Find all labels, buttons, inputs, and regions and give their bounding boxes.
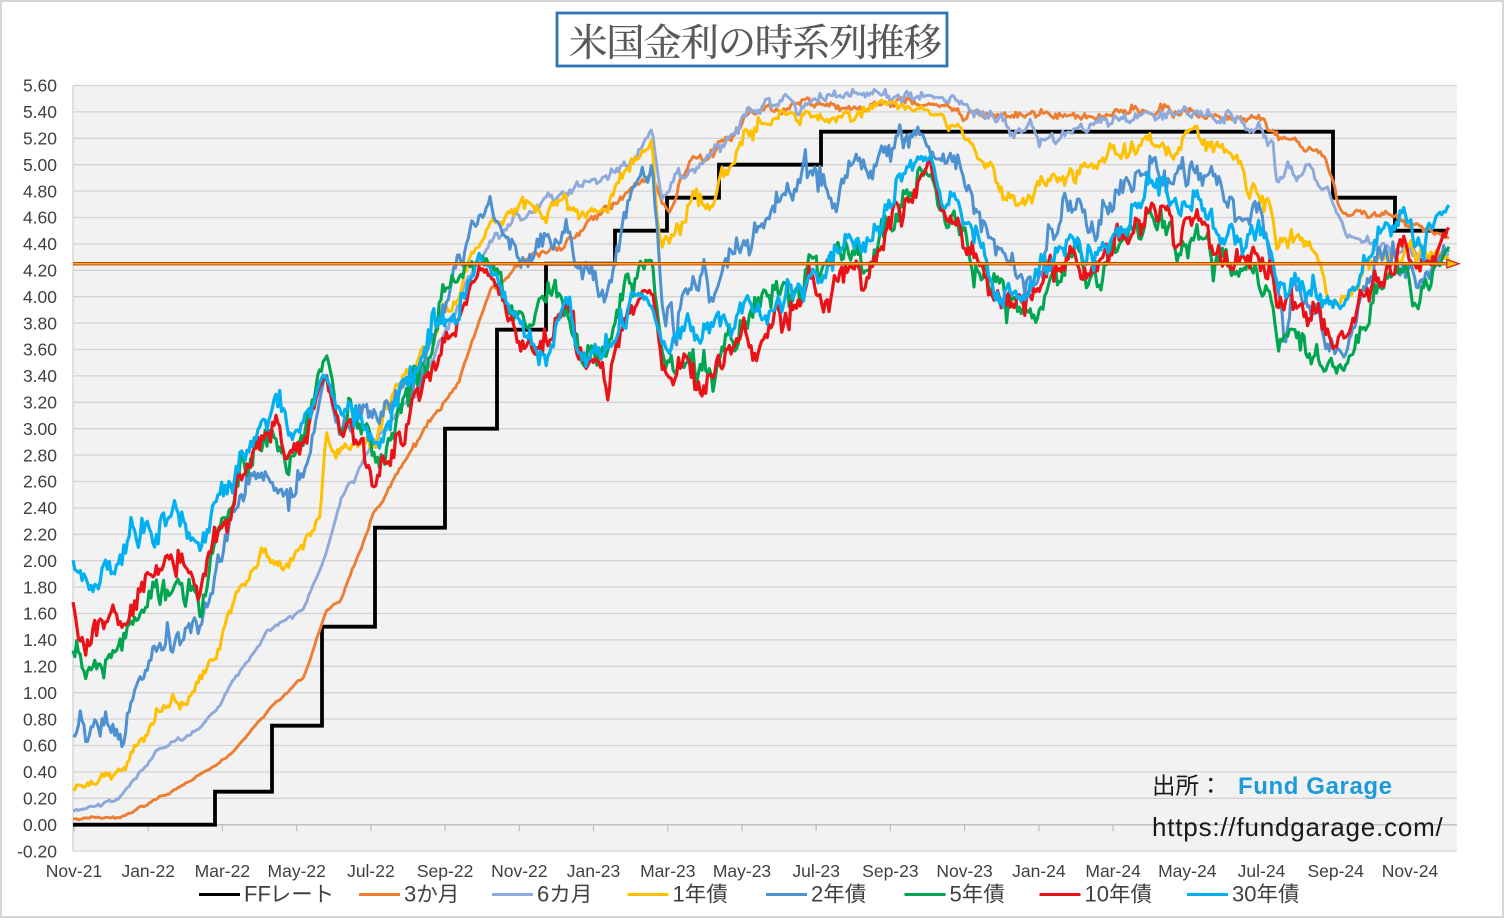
svg-text:5: 5 bbox=[950, 882, 962, 907]
svg-text:Sep-22: Sep-22 bbox=[417, 861, 473, 881]
svg-text:0.40: 0.40 bbox=[23, 762, 57, 782]
svg-text:Jul-22: Jul-22 bbox=[347, 861, 395, 881]
svg-text:1.20: 1.20 bbox=[23, 657, 57, 677]
svg-text:Jan-22: Jan-22 bbox=[121, 861, 175, 881]
svg-text:6: 6 bbox=[537, 882, 549, 907]
svg-text:3.00: 3.00 bbox=[23, 419, 57, 439]
svg-text:Nov-24: Nov-24 bbox=[1382, 861, 1439, 881]
svg-text:May-24: May-24 bbox=[1158, 861, 1217, 881]
svg-text:5.20: 5.20 bbox=[23, 129, 57, 149]
svg-text:3.60: 3.60 bbox=[23, 340, 57, 360]
svg-text:3.80: 3.80 bbox=[23, 313, 57, 333]
svg-text:1.40: 1.40 bbox=[23, 630, 57, 650]
svg-text:2.80: 2.80 bbox=[23, 445, 57, 465]
svg-text:5.60: 5.60 bbox=[23, 76, 57, 96]
svg-text:1.80: 1.80 bbox=[23, 577, 57, 597]
svg-text:FF: FF bbox=[244, 882, 271, 907]
svg-text:Mar-23: Mar-23 bbox=[640, 861, 695, 881]
svg-text:4.60: 4.60 bbox=[23, 208, 57, 228]
svg-text:3: 3 bbox=[404, 882, 416, 907]
svg-text:4.00: 4.00 bbox=[23, 287, 57, 307]
svg-text:1.60: 1.60 bbox=[23, 604, 57, 624]
svg-text:Fund Garage: Fund Garage bbox=[1238, 773, 1393, 800]
svg-text:https://fundgarage.com/: https://fundgarage.com/ bbox=[1152, 812, 1444, 842]
svg-text:0.00: 0.00 bbox=[23, 815, 57, 835]
svg-text:2.20: 2.20 bbox=[23, 525, 57, 545]
svg-text:Jan-23: Jan-23 bbox=[567, 861, 621, 881]
svg-text:2: 2 bbox=[811, 882, 823, 907]
svg-text:Sep-23: Sep-23 bbox=[862, 861, 918, 881]
svg-text:1.00: 1.00 bbox=[23, 683, 57, 703]
svg-text:Nov-23: Nov-23 bbox=[936, 861, 992, 881]
svg-text:2.40: 2.40 bbox=[23, 498, 57, 518]
svg-text:1: 1 bbox=[673, 882, 685, 907]
svg-text:Nov-21: Nov-21 bbox=[46, 861, 102, 881]
svg-text:Jul-23: Jul-23 bbox=[792, 861, 840, 881]
svg-text:Jul-24: Jul-24 bbox=[1238, 861, 1286, 881]
svg-text:Nov-22: Nov-22 bbox=[491, 861, 547, 881]
svg-text:4.80: 4.80 bbox=[23, 181, 57, 201]
svg-text:0.60: 0.60 bbox=[23, 736, 57, 756]
svg-text:5.40: 5.40 bbox=[23, 102, 57, 122]
svg-text:4.20: 4.20 bbox=[23, 261, 57, 281]
svg-text:Mar-22: Mar-22 bbox=[195, 861, 250, 881]
svg-text:May-22: May-22 bbox=[268, 861, 326, 881]
svg-text:5.00: 5.00 bbox=[23, 155, 57, 175]
svg-text:0.80: 0.80 bbox=[23, 709, 57, 729]
svg-text:4.40: 4.40 bbox=[23, 234, 57, 254]
svg-text:2.00: 2.00 bbox=[23, 551, 57, 571]
svg-text:Sep-24: Sep-24 bbox=[1307, 861, 1364, 881]
svg-text:May-23: May-23 bbox=[713, 861, 771, 881]
svg-text:10: 10 bbox=[1085, 882, 1109, 907]
svg-text:0.20: 0.20 bbox=[23, 789, 57, 809]
svg-text:Mar-24: Mar-24 bbox=[1085, 861, 1141, 881]
svg-text:-0.20: -0.20 bbox=[17, 841, 57, 861]
svg-text:3.20: 3.20 bbox=[23, 393, 57, 413]
svg-text:30: 30 bbox=[1232, 882, 1256, 907]
svg-text:Jan-24: Jan-24 bbox=[1012, 861, 1066, 881]
svg-text:2.60: 2.60 bbox=[23, 472, 57, 492]
svg-text:3.40: 3.40 bbox=[23, 366, 57, 386]
